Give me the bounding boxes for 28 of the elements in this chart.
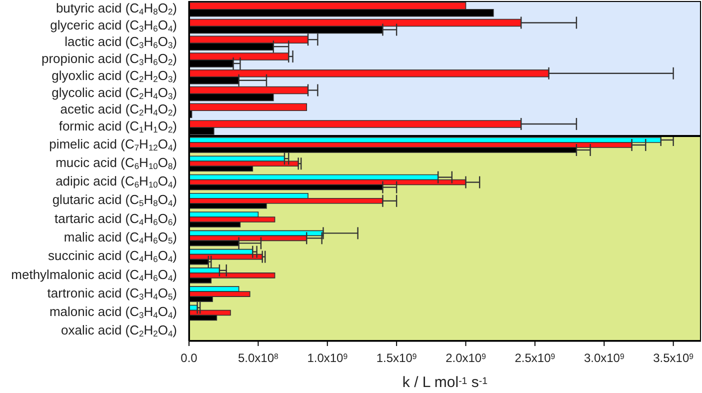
- x-axis-title: k / L mol$^{-1}$ s$^{-1}$: [402, 374, 488, 391]
- y-tick-label: tartaric acid (C$_{4}$H$_{6}$O$_{6}$): [54, 210, 177, 226]
- y-tick-label: glyceric acid (C$_{3}$H$_{6}$O$_{4}$): [50, 17, 177, 33]
- y-tick-label: adipic acid (C$_{6}$H$_{10}$O$_{4}$): [56, 174, 177, 190]
- y-tick-label: succinic acid (C$_{4}$H$_{6}$O$_{4}$): [48, 248, 177, 264]
- y-tick-label: lactic acid (C$_{3}$H$_{6}$O$_{3}$): [64, 34, 177, 50]
- y-tick-label: oxalic acid (C$_{2}$H$_{2}$O$_{4}$): [61, 322, 177, 338]
- x-tick-label: 5.0x10$^{8}$: [238, 351, 278, 365]
- y-tick-label: methylmalonic acid (C$_{4}$H$_{6}$O$_{4}$): [11, 266, 177, 282]
- y-tick-label: acetic acid (C$_{2}$H$_{4}$O$_{2}$): [60, 102, 177, 118]
- x-tick-label: 3.5x10$^{9}$: [653, 351, 694, 365]
- x-tick-label: 0.0: [180, 351, 198, 365]
- y-tick-label: glycolic acid (C$_{2}$H$_{4}$O$_{3}$): [52, 84, 177, 100]
- y-tick-label: malic acid (C$_{4}$H$_{6}$O$_{5}$): [64, 230, 177, 246]
- y-tick-label: mucic acid (C$_{6}$H$_{10}$O$_{8}$): [56, 154, 177, 171]
- y-tick-label: malonic acid (C$_{3}$H$_{4}$O$_{4}$): [49, 304, 177, 320]
- x-tick-label: 2.5x10$^{9}$: [514, 351, 556, 365]
- y-tick-label: butyric acid (C$_{4}$H$_{8}$O$_{2}$): [56, 0, 177, 16]
- x-tick-label: 2.0x10$^{9}$: [446, 351, 486, 365]
- x-tick-label: 1.5x10$^{9}$: [376, 351, 417, 365]
- y-tick-label: glyoxlic acid (C$_{2}$H$_{2}$O$_{3}$): [52, 68, 177, 84]
- y-tick-label: glutaric acid (C$_{5}$H$_{8}$O$_{4}$): [52, 192, 177, 208]
- x-tick-label: 1.0x10$^{9}$: [307, 351, 348, 365]
- x-tick-label: 3.0x10$^{9}$: [584, 351, 624, 365]
- y-tick-label: formic acid (C$_{1}$H$_{1}$O$_{2}$): [58, 118, 177, 134]
- y-tick-label: propionic acid (C$_{3}$H$_{6}$O$_{2}$): [41, 51, 177, 67]
- y-tick-label: pimelic acid (C$_{7}$H$_{12}$O$_{4}$): [49, 136, 177, 152]
- y-tick-label: tartronic acid (C$_{3}$H$_{4}$O$_{5}$): [47, 285, 177, 302]
